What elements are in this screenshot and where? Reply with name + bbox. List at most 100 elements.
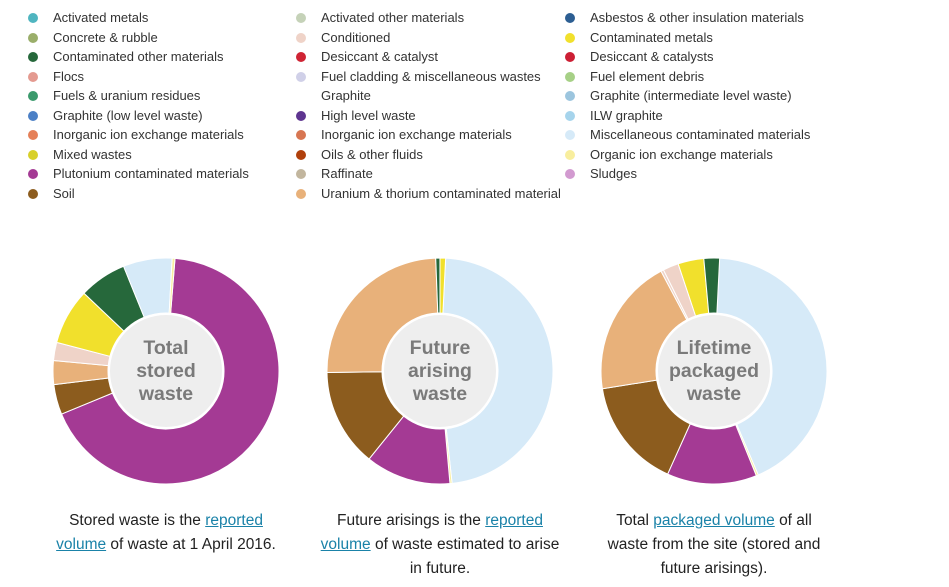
legend-label: Soil	[53, 185, 75, 201]
legend-dot-icon	[28, 52, 38, 62]
donut-hole	[110, 315, 222, 427]
legend-item: Asbestos & other insulation materials	[545, 8, 830, 28]
donut-slice[interactable]	[703, 258, 721, 314]
legend-label: Miscellaneous contaminated materials	[590, 127, 811, 142]
legend-label: Raffinate	[321, 166, 373, 181]
legend-item: Miscellaneous contaminated materials	[545, 125, 830, 145]
legend-column-1: Activated metals Concrete & rubble Contami…	[0, 8, 293, 203]
legend-dot-icon	[565, 52, 575, 62]
legend-item: Activated metals	[0, 8, 293, 28]
legend-column-3: Asbestos & other insulation materials Con…	[545, 8, 830, 184]
legend-item: Mixed wastes	[0, 145, 293, 165]
legend-label: Organic ion exchange materials	[590, 146, 773, 162]
caption-packaged-volume: Total packaged volume of all waste from …	[594, 509, 834, 581]
legend-dot-icon	[28, 71, 38, 82]
legend-item: High level waste	[272, 106, 561, 126]
reported-volume-link[interactable]: reported volume	[320, 512, 543, 553]
legend-item: Desiccant & catalysts	[545, 47, 830, 67]
donut-svg	[327, 258, 553, 484]
donut-slice[interactable]	[168, 258, 176, 314]
legend-label: Inorganic ion exchange materials	[53, 127, 244, 142]
donut-svg	[53, 258, 279, 484]
legend-label: Contaminated metals	[590, 29, 713, 45]
legend-dot-icon	[28, 149, 38, 160]
caption-text: Stored waste is the	[69, 512, 201, 529]
legend-label: Sludges	[590, 166, 637, 181]
legend-dot-icon	[28, 91, 38, 101]
legend-dot-icon	[565, 149, 575, 160]
legend-dot-icon	[296, 130, 306, 140]
donut-slice[interactable]	[442, 258, 553, 484]
legend-item: Soil	[0, 184, 293, 204]
legend-label: Activated metals	[53, 10, 149, 25]
legend-dot-icon	[565, 32, 575, 43]
legend-column-2: Activated other materials Conditioned Desi…	[272, 8, 561, 203]
legend-label: Oils & other fluids	[321, 146, 423, 162]
legend-item: Desiccant & catalyst	[272, 47, 561, 67]
caption-stored-waste: Stored waste is the reported volume of w…	[46, 509, 286, 557]
caption-text: Future arisings is the	[337, 512, 481, 529]
legend-item: Fuel element debris	[545, 67, 830, 87]
legend-label: Plutonium contaminated materials	[53, 166, 249, 181]
legend-item: Plutonium contaminated materials	[0, 164, 293, 184]
legend-label: Fuel cladding & miscellaneous wastes Gra…	[321, 68, 541, 104]
legend-label: Uranium & thorium contaminated material	[321, 185, 561, 201]
legend-label: Desiccant & catalyst	[321, 49, 439, 64]
legend-label: Conditioned	[321, 29, 391, 45]
legend-label: Fuels & uranium residues	[53, 88, 201, 103]
legend-dot-icon	[565, 71, 575, 82]
donut-slice[interactable]	[439, 258, 447, 314]
packaged-volume-link[interactable]: packaged volume	[653, 512, 775, 529]
legend-label: Desiccant & catalysts	[590, 49, 714, 64]
legend-item: Fuel cladding & miscellaneous wastes Gra…	[272, 67, 561, 106]
legend-dot-icon	[28, 110, 38, 121]
donut-future-arising-waste: Future arising waste	[327, 258, 553, 484]
legend-item: Concrete & rubble	[0, 28, 293, 48]
legend-dot-icon	[565, 130, 575, 140]
legend-label: Mixed wastes	[53, 146, 132, 162]
legend-label: Fuel element debris	[590, 68, 705, 84]
donut-slice[interactable]	[60, 258, 279, 484]
legend-item: Fuels & uranium residues	[0, 86, 293, 106]
legend-item: Sludges	[545, 164, 830, 184]
legend-dot-icon	[28, 13, 38, 23]
legend-item: Flocs	[0, 67, 293, 87]
donut-slice[interactable]	[327, 258, 439, 373]
legend-item: Oils & other fluids	[272, 145, 561, 165]
reported-volume-link[interactable]: reported volume	[56, 512, 263, 553]
donut-hole	[658, 315, 770, 427]
legend-dot-icon	[296, 71, 306, 82]
legend-label: ILW graphite	[590, 107, 663, 123]
legend-dot-icon	[565, 13, 575, 23]
legend-dot-icon	[296, 13, 306, 23]
donut-lifetime-packaged-waste: Lifetime packaged waste	[601, 258, 827, 484]
caption-text: of all waste from the site (stored and f…	[607, 512, 821, 577]
legend-label: Contaminated other materials	[53, 49, 224, 64]
donut-slice[interactable]	[716, 258, 827, 476]
legend: Activated metals Concrete & rubble Contami…	[0, 8, 949, 238]
legend-dot-icon	[565, 110, 575, 121]
legend-label: Concrete & rubble	[53, 29, 158, 45]
legend-dot-icon	[296, 110, 306, 121]
legend-dot-icon	[28, 188, 38, 199]
legend-label: Graphite (low level waste)	[53, 107, 203, 123]
legend-item: Contaminated metals	[545, 28, 830, 48]
legend-dot-icon	[296, 149, 306, 160]
legend-label: Inorganic ion exchange materials	[321, 127, 512, 142]
legend-item: Conditioned	[272, 28, 561, 48]
caption-text: of waste at 1 April 2016.	[110, 536, 276, 553]
legend-dot-icon	[565, 91, 575, 101]
legend-label: Flocs	[53, 68, 85, 84]
legend-dot-icon	[28, 32, 38, 43]
legend-dot-icon	[296, 188, 306, 199]
caption-future-arisings: Future arisings is the reported volume o…	[320, 509, 560, 581]
legend-item: Inorganic ion exchange materials	[272, 125, 561, 145]
legend-dot-icon	[296, 32, 306, 43]
donut-total-stored-waste: Total stored waste	[53, 258, 279, 484]
donut-svg	[601, 258, 827, 484]
donut-hole	[384, 315, 496, 427]
caption-text: Total	[616, 512, 649, 529]
legend-label: High level waste	[321, 107, 416, 123]
legend-dot-icon	[565, 169, 575, 179]
legend-dot-icon	[28, 130, 38, 140]
